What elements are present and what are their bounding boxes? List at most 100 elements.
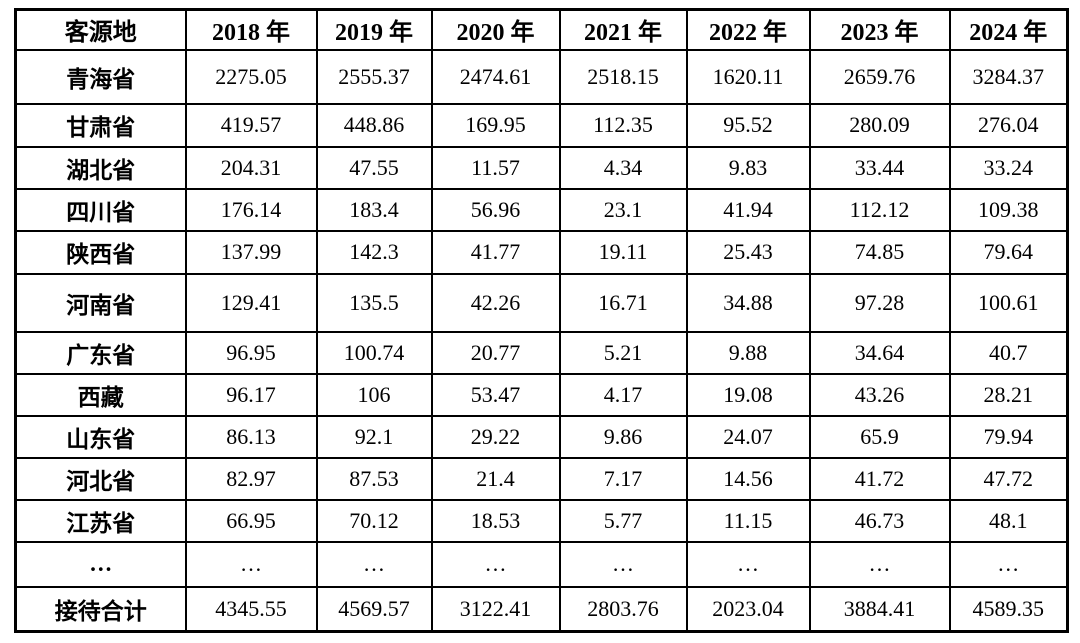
value-cell: 100.74 <box>315 330 433 375</box>
value-cell: 112.12 <box>808 187 951 232</box>
value-cell: 74.85 <box>808 229 951 275</box>
value-cell: … <box>430 540 561 588</box>
value-cell: 33.44 <box>808 145 951 190</box>
table-row: 西藏 96.17 106 53.47 4.17 19.08 43.26 28.21 <box>14 372 1069 417</box>
value-cell: 11.57 <box>430 145 561 190</box>
value-cell: 4345.55 <box>184 585 318 633</box>
value-cell: 5.21 <box>558 330 688 375</box>
value-cell: 96.95 <box>184 330 318 375</box>
value-cell: 14.56 <box>685 456 811 501</box>
value-cell: 112.35 <box>558 102 688 148</box>
value-cell: 2659.76 <box>808 48 951 105</box>
value-cell: 46.73 <box>808 498 951 543</box>
value-cell: 3284.37 <box>948 48 1069 105</box>
value-cell: 276.04 <box>948 102 1069 148</box>
value-cell: … <box>948 540 1069 588</box>
value-cell: 24.07 <box>685 414 811 459</box>
value-cell: 2518.15 <box>558 48 688 105</box>
value-cell: 2023.04 <box>685 585 811 633</box>
value-cell: 20.77 <box>430 330 561 375</box>
value-cell: 2803.76 <box>558 585 688 633</box>
value-cell: 4.17 <box>558 372 688 417</box>
value-cell: 96.17 <box>184 372 318 417</box>
value-cell: … <box>558 540 688 588</box>
value-cell: 18.53 <box>430 498 561 543</box>
value-cell: 2474.61 <box>430 48 561 105</box>
value-cell: 79.64 <box>948 229 1069 275</box>
table-row: 湖北省 204.31 47.55 11.57 4.34 9.83 33.44 33.24 <box>14 145 1069 190</box>
value-cell: 56.96 <box>430 187 561 232</box>
header-year-2023: 2023 年 <box>808 8 951 51</box>
value-cell: 3122.41 <box>430 585 561 633</box>
value-cell: 9.83 <box>685 145 811 190</box>
value-cell: 28.21 <box>948 372 1069 417</box>
value-cell: 95.52 <box>685 102 811 148</box>
value-cell: 3884.41 <box>808 585 951 633</box>
table-row: 陕西省 137.99 142.3 41.77 19.11 25.43 74.85 79.64 <box>14 229 1069 275</box>
value-cell: 86.13 <box>184 414 318 459</box>
total-row: 接待合计 4345.55 4569.57 3122.41 2803.76 2023.04 3… <box>14 585 1069 633</box>
table-row: 广东省 96.95 100.74 20.77 5.21 9.88 34.64 40.7 <box>14 330 1069 375</box>
region-label: 河南省 <box>14 272 187 333</box>
value-cell: 169.95 <box>430 102 561 148</box>
value-cell: 53.47 <box>430 372 561 417</box>
header-year-2020: 2020 年 <box>430 8 561 51</box>
value-cell: 2275.05 <box>184 48 318 105</box>
region-label: 河北省 <box>14 456 187 501</box>
value-cell: … <box>315 540 433 588</box>
table-header: 客源地 2018 年 2019 年 2020 年 2021 年 2022 年 2… <box>14 8 1069 51</box>
value-cell: 142.3 <box>315 229 433 275</box>
table-row: 甘肃省 419.57 448.86 169.95 112.35 95.52 280.09 27… <box>14 102 1069 148</box>
value-cell: 419.57 <box>184 102 318 148</box>
value-cell: 137.99 <box>184 229 318 275</box>
region-label: 四川省 <box>14 187 187 232</box>
value-cell: 16.71 <box>558 272 688 333</box>
header-year-2018: 2018 年 <box>184 8 318 51</box>
value-cell: 41.72 <box>808 456 951 501</box>
value-cell: 34.88 <box>685 272 811 333</box>
value-cell: 280.09 <box>808 102 951 148</box>
table-row: 河南省 129.41 135.5 42.26 16.71 34.88 97.28 100.61 <box>14 272 1069 333</box>
value-cell: 82.97 <box>184 456 318 501</box>
value-cell: 183.4 <box>315 187 433 232</box>
value-cell: 109.38 <box>948 187 1069 232</box>
header-row: 客源地 2018 年 2019 年 2020 年 2021 年 2022 年 2… <box>14 8 1069 51</box>
value-cell: 106 <box>315 372 433 417</box>
value-cell: 25.43 <box>685 229 811 275</box>
value-cell: … <box>808 540 951 588</box>
value-cell: 4569.57 <box>315 585 433 633</box>
table-row: 江苏省 66.95 70.12 18.53 5.77 11.15 46.73 48.1 <box>14 498 1069 543</box>
value-cell: 129.41 <box>184 272 318 333</box>
value-cell: 4.34 <box>558 145 688 190</box>
value-cell: 1620.11 <box>685 48 811 105</box>
value-cell: 19.11 <box>558 229 688 275</box>
region-label: 青海省 <box>14 48 187 105</box>
value-cell: 4589.35 <box>948 585 1069 633</box>
ellipsis-row: …………………… <box>14 540 1069 588</box>
value-cell: 48.1 <box>948 498 1069 543</box>
value-cell: 100.61 <box>948 272 1069 333</box>
value-cell: 43.26 <box>808 372 951 417</box>
region-label: 江苏省 <box>14 498 187 543</box>
value-cell: 2555.37 <box>315 48 433 105</box>
value-cell: 19.08 <box>685 372 811 417</box>
value-cell: 7.17 <box>558 456 688 501</box>
header-source-region: 客源地 <box>14 8 187 51</box>
value-cell: 47.55 <box>315 145 433 190</box>
value-cell: … <box>685 540 811 588</box>
value-cell: 65.9 <box>808 414 951 459</box>
value-cell: 92.1 <box>315 414 433 459</box>
value-cell: 40.7 <box>948 330 1069 375</box>
value-cell: 66.95 <box>184 498 318 543</box>
table-body: 青海省 2275.05 2555.37 2474.61 2518.15 1620.11 26… <box>14 48 1069 633</box>
value-cell: 33.24 <box>948 145 1069 190</box>
table-row: 河北省 82.97 87.53 21.4 7.17 14.56 41.72 47.72 <box>14 456 1069 501</box>
tourist-source-table: 客源地 2018 年 2019 年 2020 年 2021 年 2022 年 2… <box>14 8 1069 633</box>
value-cell: 41.94 <box>685 187 811 232</box>
value-cell: 11.15 <box>685 498 811 543</box>
table-row: 青海省 2275.05 2555.37 2474.61 2518.15 1620.11 26… <box>14 48 1069 105</box>
value-cell: 47.72 <box>948 456 1069 501</box>
value-cell: 204.31 <box>184 145 318 190</box>
region-label: … <box>14 540 187 588</box>
